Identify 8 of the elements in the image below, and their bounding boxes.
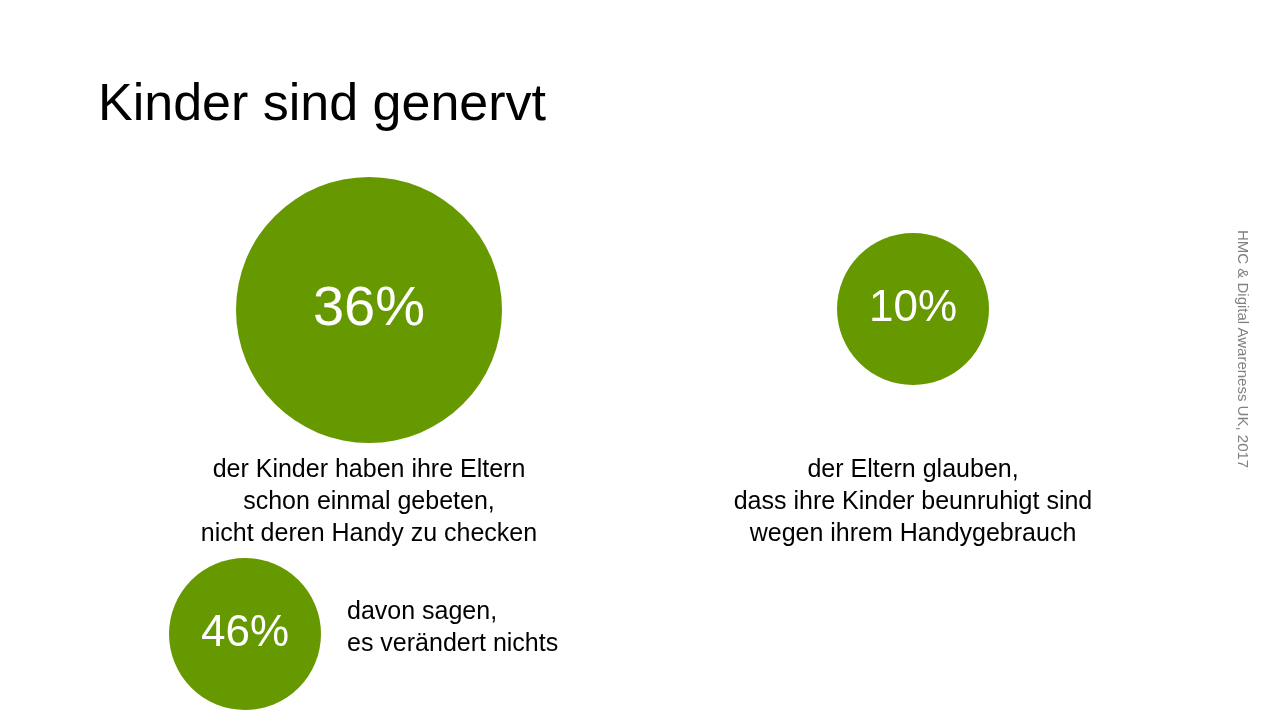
- category-label: der Kinder haben ihre Eltern schon einmal gebeten, nicht deren Handy zu checken: [200, 453, 538, 546]
- data-label: 46%: [200, 606, 290, 656]
- data-label: 36%: [312, 274, 426, 338]
- category-label: der Eltern glauben, dass ihre Kinder beunruhigt sind wegen ihrem Handygebrauch: [733, 453, 1093, 546]
- text: HMC & Digital Awareness UK, 2017: [1235, 230, 1252, 469]
- data-label: 10%: [868, 281, 958, 331]
- text: Kinder sind genervt: [98, 72, 547, 132]
- category-label: davon sagen, es verändert nichts: [347, 595, 559, 656]
